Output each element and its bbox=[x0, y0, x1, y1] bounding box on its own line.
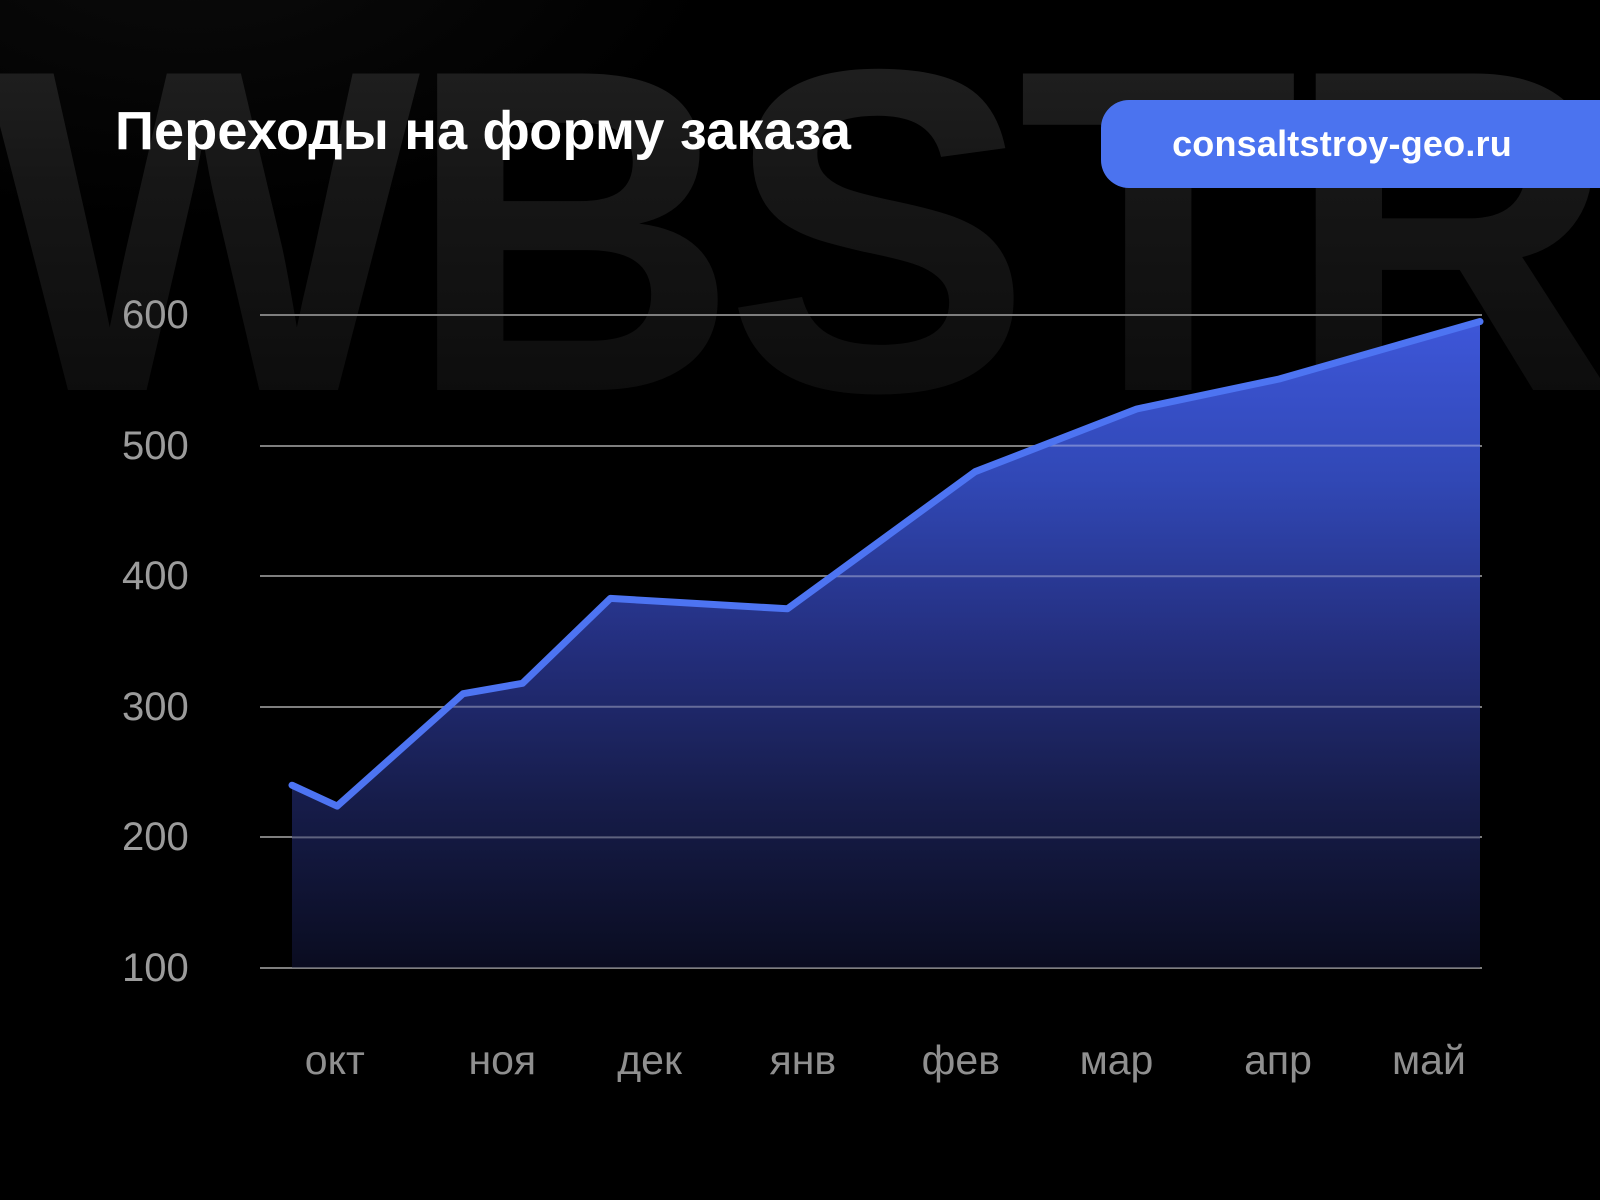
x-tick-label-окт: окт bbox=[304, 1037, 365, 1083]
gridline-300 bbox=[260, 705, 1482, 708]
y-tick-label-300: 300 bbox=[122, 684, 189, 729]
domain-badge-label: consaltstroy-geo.ru bbox=[1172, 123, 1512, 164]
domain-badge[interactable]: consaltstroy-geo.ru bbox=[1101, 100, 1600, 188]
watermark-text: WBSTR bbox=[0, 2, 1600, 462]
page-title: Переходы на форму заказа bbox=[115, 101, 852, 161]
gridline-500 bbox=[260, 444, 1482, 447]
x-tick-label-ноя: ноя bbox=[468, 1037, 537, 1083]
x-tick-label-мар: мар bbox=[1079, 1037, 1154, 1083]
x-tick-label-апр: апр bbox=[1244, 1037, 1312, 1083]
x-tick-label-фев: фев bbox=[921, 1037, 1001, 1083]
y-tick-label-600: 600 bbox=[122, 293, 189, 337]
y-tick-label-200: 200 bbox=[122, 815, 189, 860]
gridline-600 bbox=[260, 314, 1482, 316]
x-tick-label-май: май bbox=[1391, 1037, 1466, 1083]
gridline-100 bbox=[260, 967, 1482, 969]
gridline-200 bbox=[260, 836, 1482, 839]
x-tick-label-дек: дек bbox=[617, 1037, 682, 1083]
y-tick-label-500: 500 bbox=[122, 423, 189, 468]
y-tick-label-100: 100 bbox=[122, 946, 189, 990]
x-tick-label-янв: янв bbox=[769, 1037, 837, 1083]
gridline-400 bbox=[260, 575, 1482, 578]
y-tick-label-400: 400 bbox=[122, 554, 189, 599]
